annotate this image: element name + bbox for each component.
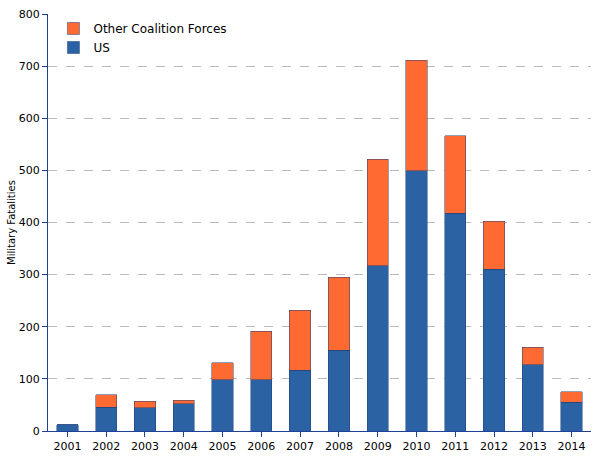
svg-text:600: 600: [19, 112, 40, 125]
svg-text:100: 100: [19, 373, 40, 386]
svg-text:2007: 2007: [286, 440, 314, 453]
svg-text:2010: 2010: [402, 440, 430, 453]
svg-text:2002: 2002: [92, 440, 120, 453]
svg-text:Other Coalition Forces: Other Coalition Forces: [93, 22, 226, 36]
svg-text:200: 200: [19, 321, 40, 334]
svg-text:2004: 2004: [170, 440, 198, 453]
svg-text:2003: 2003: [131, 440, 159, 453]
svg-text:700: 700: [19, 60, 40, 73]
svg-text:2014: 2014: [558, 440, 586, 453]
svg-text:2008: 2008: [325, 440, 353, 453]
svg-text:500: 500: [19, 164, 40, 177]
svg-text:2012: 2012: [480, 440, 508, 453]
svg-text:400: 400: [19, 216, 40, 229]
svg-text:US: US: [93, 41, 109, 55]
svg-text:2011: 2011: [441, 440, 469, 453]
svg-text:2006: 2006: [247, 440, 275, 453]
svg-text:800: 800: [19, 8, 40, 21]
svg-text:Military Fatalities: Military Fatalities: [6, 180, 17, 265]
svg-text:300: 300: [19, 268, 40, 281]
svg-text:2009: 2009: [364, 440, 392, 453]
svg-text:2013: 2013: [519, 440, 547, 453]
svg-text:0: 0: [33, 425, 40, 438]
svg-text:2001: 2001: [53, 440, 81, 453]
svg-text:2005: 2005: [209, 440, 237, 453]
